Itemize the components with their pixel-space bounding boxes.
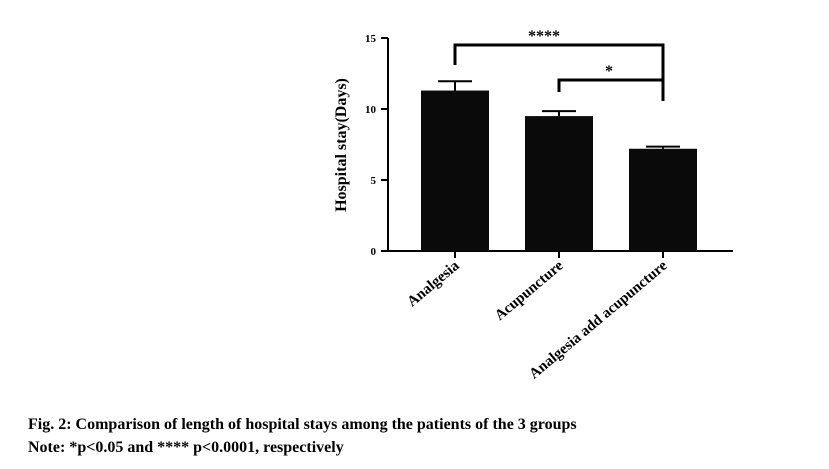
x-tick-label: Analgesia — [404, 257, 463, 310]
figure-caption-title: Fig. 2: Comparison of length of hospital… — [28, 416, 577, 433]
bar — [525, 116, 593, 251]
bar-chart: Hospital stay(Days) 0 5 10 15 Analgesia Acupu… — [333, 28, 733, 382]
y-tick-label: 10 — [365, 104, 377, 116]
y-tick-label: 5 — [371, 175, 377, 187]
y-axis-label: Hospital stay(Days) — [333, 78, 350, 212]
bar — [629, 148, 697, 251]
y-tick-label: 15 — [365, 33, 377, 45]
bar — [421, 90, 489, 251]
significance-bracket — [557, 78, 665, 101]
significance-label: * — [605, 63, 613, 80]
figure-caption-note: Note: *p<0.05 and **** p<0.0001, respect… — [28, 439, 344, 456]
y-tick-label: 0 — [371, 246, 377, 258]
significance-label: **** — [528, 28, 560, 45]
x-tick-label: Acupuncture — [492, 258, 567, 324]
significance-bracket — [453, 43, 665, 92]
